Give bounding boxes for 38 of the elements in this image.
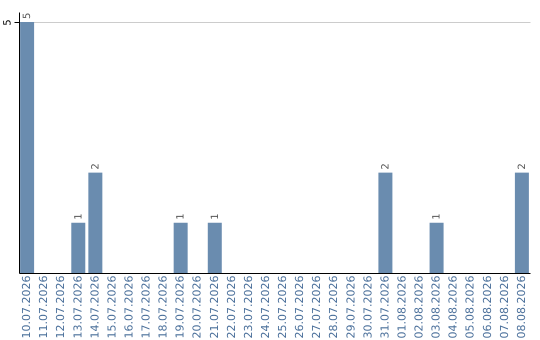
x-tick-label: 14.07.2026 xyxy=(88,276,102,338)
x-tick-label: 03.08.2026 xyxy=(430,276,443,338)
x-tick-label: 16.07.2026 xyxy=(122,276,136,338)
data-label: 1 xyxy=(210,213,221,220)
x-tick-label: 05.08.2026 xyxy=(464,276,477,338)
x-tick-label: 21.07.2026 xyxy=(208,276,221,338)
x-tick-label: 31.07.2026 xyxy=(378,276,392,338)
x-tick-label: 23.07.2026 xyxy=(242,276,255,338)
data-label: 1 xyxy=(176,213,187,220)
x-tick-label: 20.07.2026 xyxy=(190,276,204,338)
x-tick-label: 24.07.2026 xyxy=(258,276,272,338)
x-tick-label: 15.07.2026 xyxy=(105,276,118,338)
x-tick-label: 07.08.2026 xyxy=(498,276,511,338)
data-label: 1 xyxy=(432,213,443,220)
x-tick-label: 04.08.2026 xyxy=(446,276,460,338)
data-label: 2 xyxy=(90,163,102,170)
x-tick-label: 08.08.2026 xyxy=(514,276,528,338)
x-tick-label: 25.07.2026 xyxy=(276,276,290,338)
x-tick-label: 28.07.2026 xyxy=(327,276,340,338)
x-tick-label: 18.07.2026 xyxy=(156,276,170,338)
data-label: 2 xyxy=(516,163,528,170)
data-label: 2 xyxy=(380,163,392,170)
x-tick-label: 12.07.2026 xyxy=(54,276,68,338)
data-label: 1 xyxy=(73,213,84,220)
x-tick-label: 27.07.2026 xyxy=(310,276,324,338)
x-tick-label: 19.07.2026 xyxy=(174,276,187,338)
x-tick-label: 17.07.2026 xyxy=(140,276,153,338)
x-tick-label: 29.07.2026 xyxy=(344,276,358,338)
x-tick-label: 26.07.2026 xyxy=(293,276,306,338)
x-tick-label: 06.08.2026 xyxy=(480,276,494,338)
x-tick-label: 13.07.2026 xyxy=(71,276,84,338)
data-label: 5 xyxy=(22,12,34,20)
x-tick-label: 01.08.2026 xyxy=(395,276,408,338)
x-tick-label: 22.07.2026 xyxy=(224,276,238,338)
x-tick-label: 10.07.2026 xyxy=(20,276,34,338)
x-tick-label: 11.07.2026 xyxy=(37,276,50,338)
x-tick-label: 02.08.2026 xyxy=(412,276,426,338)
x-tick-label: 30.07.2026 xyxy=(361,276,374,338)
